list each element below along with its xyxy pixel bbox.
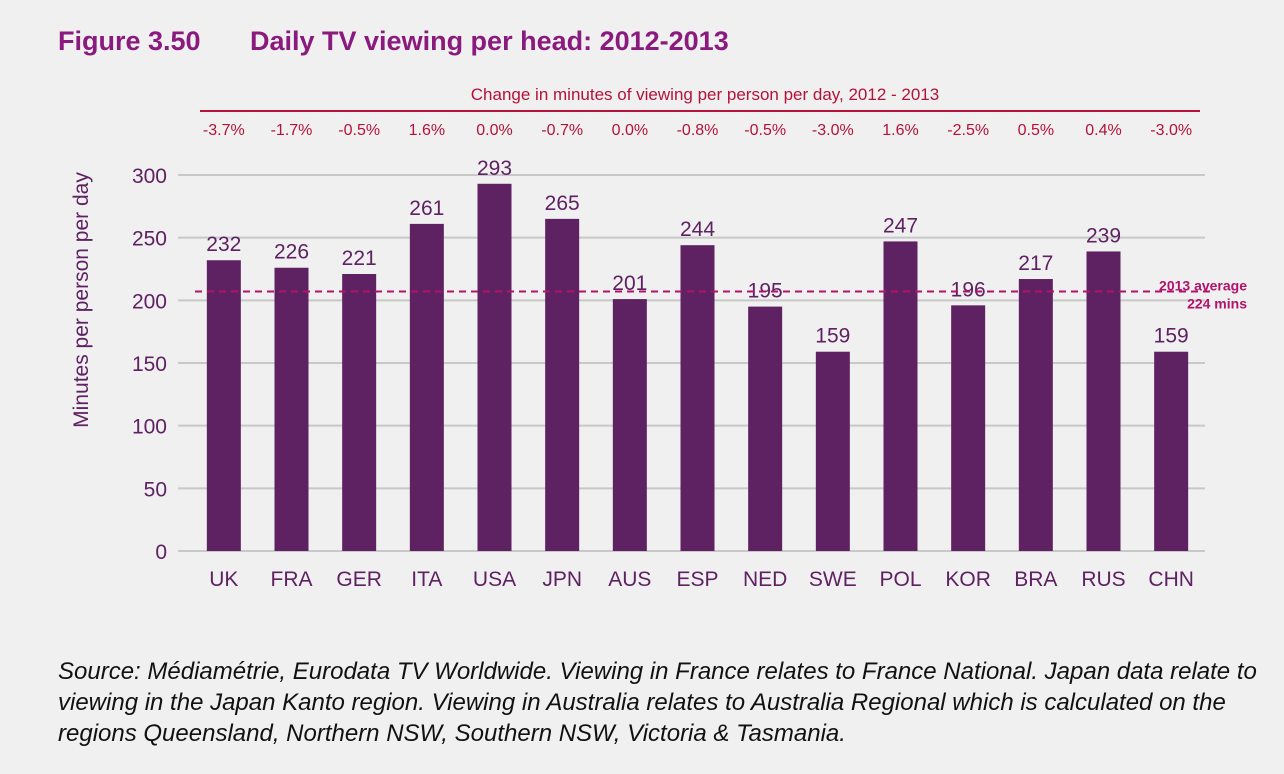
change-label: 0.0%	[476, 122, 512, 139]
bar	[680, 245, 715, 552]
data-label: 221	[342, 247, 377, 270]
x-tick-label: KOR	[945, 568, 991, 591]
x-tick-label: USA	[473, 568, 516, 591]
change-label: 0.0%	[612, 122, 648, 139]
bar	[951, 305, 986, 551]
data-label: 159	[1154, 325, 1189, 348]
data-label: 265	[545, 192, 580, 215]
x-tick-label: UK	[209, 568, 238, 591]
x-tick-label: POL	[879, 568, 921, 591]
data-label: 239	[1086, 224, 1121, 247]
change-header: Change in minutes of viewing per person …	[471, 85, 939, 104]
change-label: -3.0%	[1150, 122, 1192, 139]
x-tick-label: FRA	[271, 568, 313, 591]
bar	[545, 218, 580, 551]
change-label: 0.4%	[1085, 122, 1121, 139]
data-label: 232	[206, 233, 241, 256]
change-label: -0.7%	[541, 122, 583, 139]
bar	[815, 351, 850, 551]
x-tick-label: RUS	[1081, 568, 1125, 591]
y-tick-label: 250	[132, 228, 167, 251]
x-tick-label: GER	[336, 568, 382, 591]
data-label: 217	[1018, 252, 1053, 275]
change-label: -0.5%	[744, 122, 786, 139]
bar	[409, 223, 444, 551]
average-label: 2013 average	[1159, 278, 1247, 294]
bar	[748, 306, 783, 551]
x-tick-label: CHN	[1148, 568, 1194, 591]
average-value-label: 224 mins	[1187, 296, 1247, 312]
x-tick-label: NED	[743, 568, 787, 591]
change-label: -3.7%	[203, 122, 245, 139]
bar	[477, 183, 512, 552]
x-tick-label: ITA	[411, 568, 442, 591]
y-tick-label: 100	[132, 416, 167, 439]
x-tick-label: BRA	[1014, 568, 1057, 591]
bar-chart: 0 50 100 150 200 250 300 Minutes per person per…	[70, 85, 1247, 591]
figure-title-text: Daily TV viewing per head: 2012-2013	[250, 26, 729, 56]
x-tick-label: SWE	[809, 568, 857, 591]
bar	[274, 267, 309, 551]
source-note: Source: Médiamétrie, Eurodata TV Worldwi…	[58, 658, 1257, 747]
bar	[342, 274, 377, 551]
figure-number: Figure 3.50	[58, 26, 201, 56]
bar	[206, 260, 241, 551]
y-tick-label: 300	[132, 165, 167, 188]
data-label: 226	[274, 241, 309, 264]
change-label: 0.5%	[1018, 122, 1054, 139]
change-label: -3.0%	[812, 122, 854, 139]
x-tick-label: AUS	[608, 568, 651, 591]
y-tick-label: 50	[144, 478, 167, 501]
bar	[1018, 279, 1053, 551]
bar	[612, 299, 647, 551]
change-label: -0.8%	[677, 122, 719, 139]
data-label: 247	[883, 214, 918, 237]
y-tick-label: 0	[155, 541, 167, 564]
bar	[883, 241, 918, 551]
change-label: -2.5%	[947, 122, 989, 139]
change-label: -1.7%	[271, 122, 313, 139]
data-label: 159	[815, 325, 850, 348]
x-tick-label: ESP	[676, 568, 718, 591]
x-tick-label: JPN	[542, 568, 582, 591]
change-label: 1.6%	[409, 122, 445, 139]
data-label: 196	[951, 278, 986, 301]
y-tick-label: 150	[132, 353, 167, 376]
change-label: -0.5%	[338, 122, 380, 139]
y-tick-label: 200	[132, 290, 167, 313]
data-label: 261	[409, 197, 444, 220]
bar	[1086, 251, 1121, 551]
data-label: 201	[612, 272, 647, 295]
bar	[1154, 351, 1189, 551]
change-label: 1.6%	[882, 122, 918, 139]
data-label: 293	[477, 157, 512, 180]
data-label: 244	[680, 218, 715, 241]
y-axis-label: Minutes per person per day	[70, 172, 93, 428]
figure-title: Figure 3.50 Daily TV viewing per head: 20…	[58, 26, 729, 57]
